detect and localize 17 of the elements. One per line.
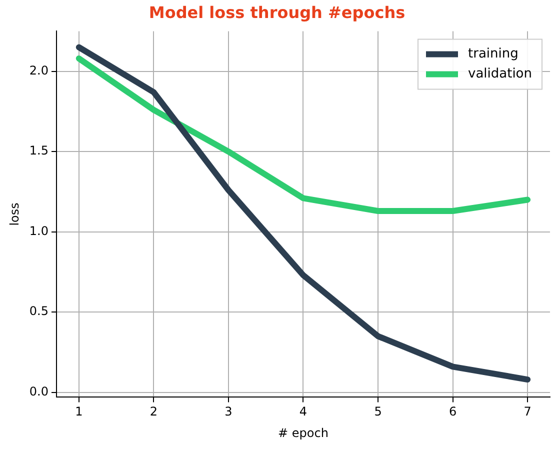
x-axis-title: # epoch bbox=[278, 426, 328, 440]
y-tick-label: 1.0 bbox=[29, 224, 48, 238]
x-tick-label: 1 bbox=[75, 404, 83, 419]
x-tick-label: 7 bbox=[524, 404, 532, 419]
legend-label: training bbox=[468, 46, 518, 62]
x-tick-label: 4 bbox=[299, 404, 308, 419]
x-tick-label: 3 bbox=[224, 404, 232, 419]
x-tick-label: 5 bbox=[374, 404, 382, 419]
x-tick-label: 6 bbox=[448, 404, 457, 419]
y-axis-title: loss bbox=[7, 202, 22, 226]
chart-title: Model loss through #epochs bbox=[148, 2, 406, 22]
y-tick-label: 2.0 bbox=[29, 63, 48, 78]
legend-label: validation bbox=[468, 66, 532, 82]
y-tick-label: 0.0 bbox=[29, 384, 48, 399]
y-tick-label: 1.5 bbox=[29, 144, 48, 158]
x-tick-label: 2 bbox=[150, 404, 158, 419]
y-tick-label: 0.5 bbox=[29, 304, 48, 318]
